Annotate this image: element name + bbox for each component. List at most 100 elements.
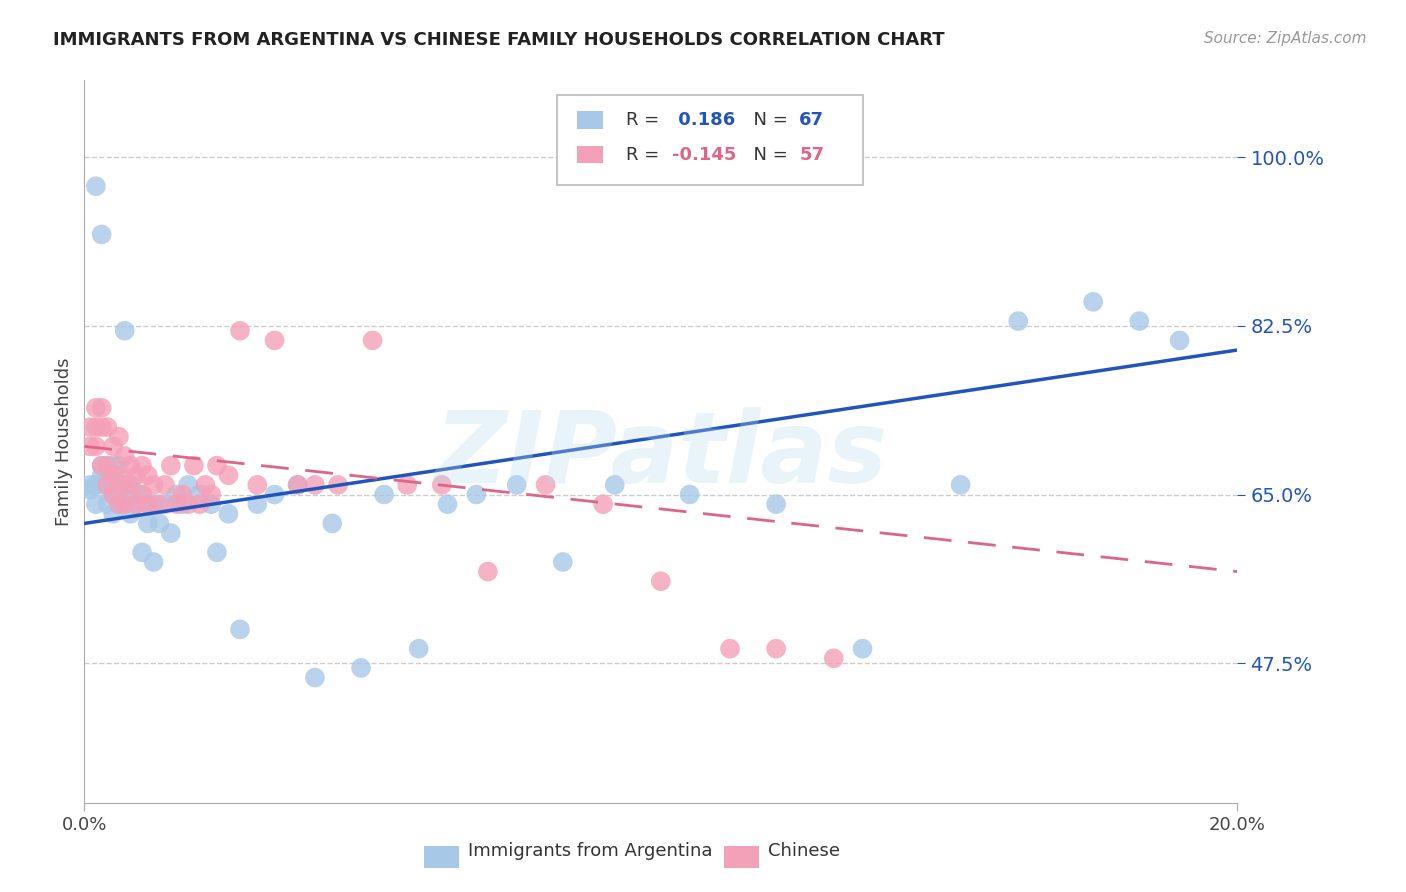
Point	[188, 487, 211, 501]
Point	[229, 623, 252, 637]
Point	[194, 478, 217, 492]
Point	[120, 487, 142, 501]
Point	[465, 487, 488, 501]
Point	[166, 497, 188, 511]
Text: Source: ZipAtlas.com: Source: ZipAtlas.com	[1204, 31, 1367, 46]
Point	[218, 507, 240, 521]
Point	[120, 458, 142, 473]
Point	[205, 458, 228, 473]
Point	[534, 478, 557, 492]
Point	[592, 497, 614, 511]
Point	[84, 179, 107, 194]
Point	[114, 497, 136, 511]
Point	[103, 478, 124, 492]
Point	[436, 497, 458, 511]
Point	[114, 478, 136, 492]
Text: IMMIGRANTS FROM ARGENTINA VS CHINESE FAMILY HOUSEHOLDS CORRELATION CHART: IMMIGRANTS FROM ARGENTINA VS CHINESE FAM…	[53, 31, 945, 49]
FancyBboxPatch shape	[425, 847, 460, 868]
Point	[90, 468, 112, 483]
Point	[114, 478, 136, 492]
Point	[90, 478, 112, 492]
Point	[229, 324, 252, 338]
Point	[263, 334, 285, 348]
Point	[679, 487, 702, 501]
Point	[125, 497, 148, 511]
Text: R =: R =	[626, 145, 665, 164]
Text: R =: R =	[626, 111, 665, 129]
Point	[96, 468, 118, 483]
Point	[153, 497, 176, 511]
Point	[96, 478, 118, 492]
Point	[177, 478, 200, 492]
Point	[125, 497, 148, 511]
Point	[153, 478, 176, 492]
Point	[183, 458, 205, 473]
Point	[136, 516, 159, 531]
Point	[304, 478, 326, 492]
Point	[79, 478, 101, 492]
Point	[1168, 334, 1191, 348]
Text: -0.145: -0.145	[672, 145, 737, 164]
Point	[765, 641, 787, 656]
Point	[1083, 294, 1105, 309]
Point	[90, 401, 112, 415]
Point	[96, 497, 118, 511]
Point	[79, 420, 101, 434]
Point	[136, 497, 159, 511]
Point	[148, 516, 170, 531]
Point	[90, 420, 112, 434]
Point	[131, 458, 153, 473]
Point	[103, 487, 124, 501]
Point	[172, 487, 194, 501]
Point	[188, 497, 211, 511]
Point	[172, 497, 194, 511]
Point	[142, 497, 165, 511]
Point	[103, 468, 124, 483]
Point	[326, 478, 349, 492]
Point	[287, 478, 309, 492]
Point	[506, 478, 529, 492]
Point	[200, 487, 222, 501]
Point	[90, 458, 112, 473]
Point	[96, 478, 118, 492]
Point	[114, 497, 136, 511]
Point	[218, 468, 240, 483]
Point	[96, 458, 118, 473]
Point	[108, 497, 131, 511]
Point	[120, 478, 142, 492]
Point	[205, 545, 228, 559]
Point	[430, 478, 453, 492]
Point	[103, 507, 124, 521]
Point	[361, 334, 384, 348]
Text: 0.186: 0.186	[672, 111, 735, 129]
Point	[90, 227, 112, 242]
Point	[477, 565, 499, 579]
Point	[765, 497, 787, 511]
Text: 57: 57	[799, 145, 824, 164]
Point	[103, 468, 124, 483]
Point	[96, 420, 118, 434]
Point	[408, 641, 430, 656]
Point	[142, 555, 165, 569]
Text: N =: N =	[741, 145, 793, 164]
FancyBboxPatch shape	[576, 112, 603, 128]
Point	[131, 545, 153, 559]
Point	[200, 497, 222, 511]
Point	[79, 483, 101, 497]
Point	[114, 449, 136, 463]
Point	[287, 478, 309, 492]
Point	[304, 671, 326, 685]
Point	[321, 516, 343, 531]
FancyBboxPatch shape	[724, 847, 759, 868]
Point	[166, 487, 188, 501]
Point	[120, 478, 142, 492]
Y-axis label: Family Households: Family Households	[55, 358, 73, 525]
Point	[84, 420, 107, 434]
Point	[131, 487, 153, 501]
Point	[373, 487, 395, 501]
Point	[103, 487, 124, 501]
Point	[108, 497, 131, 511]
Point	[136, 468, 159, 483]
FancyBboxPatch shape	[557, 95, 863, 185]
Point	[84, 401, 107, 415]
